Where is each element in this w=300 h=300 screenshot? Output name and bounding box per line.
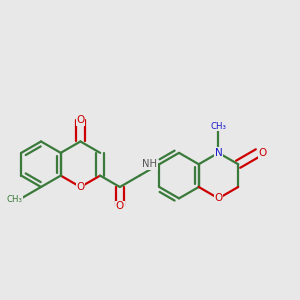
Text: O: O bbox=[259, 148, 267, 158]
Text: CH₃: CH₃ bbox=[210, 122, 226, 131]
Text: O: O bbox=[116, 201, 124, 211]
Text: O: O bbox=[214, 194, 223, 203]
Text: N: N bbox=[214, 148, 222, 158]
Text: O: O bbox=[76, 182, 85, 192]
Text: O: O bbox=[76, 115, 85, 125]
Text: CH₃: CH₃ bbox=[6, 196, 22, 205]
Text: NH: NH bbox=[142, 159, 157, 169]
